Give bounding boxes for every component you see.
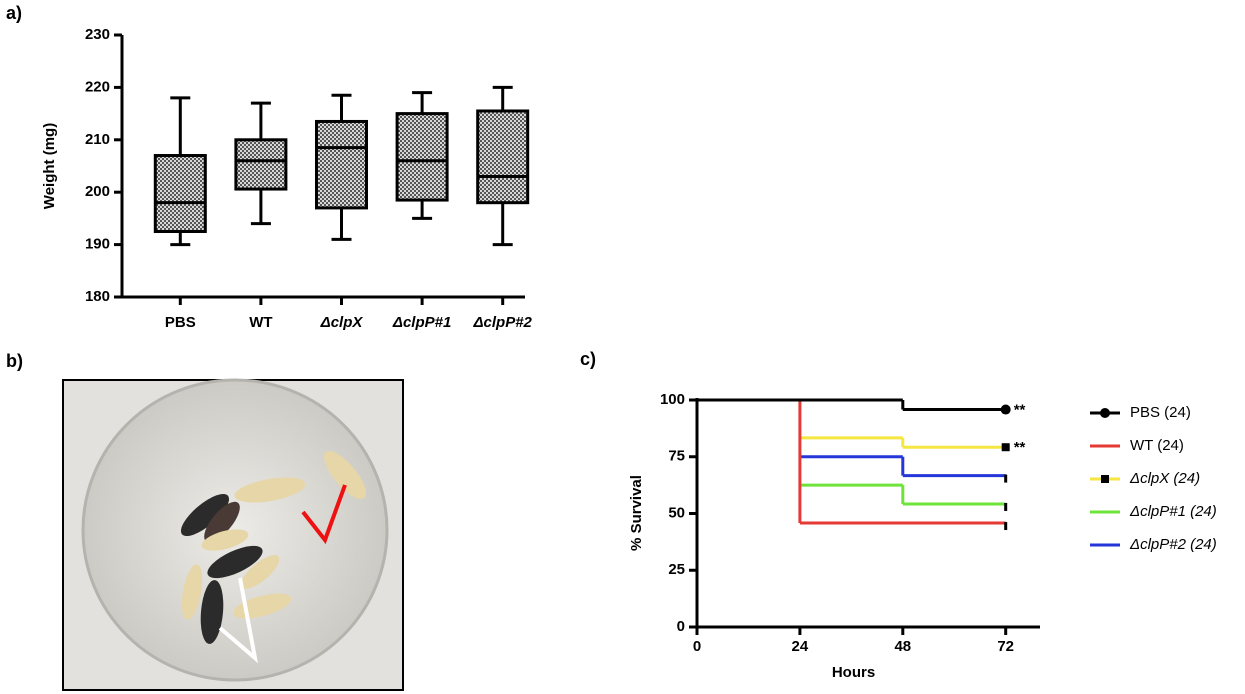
- y-tick-label: 220: [85, 78, 110, 95]
- box: [315, 119, 368, 210]
- box: [153, 154, 207, 234]
- y-tick-label: 200: [85, 183, 110, 200]
- y-tick-label: 210: [85, 131, 110, 148]
- panel-label: b): [6, 351, 23, 371]
- end-marker: [1000, 404, 1011, 415]
- box: [395, 112, 449, 202]
- x-tick-label: 72: [997, 638, 1014, 655]
- legend-marker: [1101, 475, 1109, 483]
- box: [476, 109, 530, 205]
- legend-label: WT (24): [1130, 437, 1184, 454]
- significance: **: [1014, 402, 1026, 419]
- panel-label: c): [580, 349, 596, 369]
- y-tick-label: 50: [668, 504, 685, 521]
- end-marker: [1004, 502, 1008, 511]
- legend-marker: [1100, 408, 1110, 418]
- legend-label: ΔclpX (24): [1129, 470, 1200, 487]
- end-marker: [1004, 522, 1008, 531]
- end-marker: [1001, 443, 1010, 452]
- y-tick-label: 75: [668, 448, 685, 465]
- legend-label: PBS (24): [1130, 404, 1191, 421]
- x-tick-label: ΔclpP#1: [392, 314, 451, 331]
- y-tick-label: 0: [677, 618, 685, 635]
- x-tick-label: 48: [894, 638, 911, 655]
- y-tick-label: 25: [668, 561, 685, 578]
- x-tick-label: PBS: [165, 314, 196, 331]
- x-tick-label: 0: [693, 638, 701, 655]
- y-tick-label: 180: [85, 288, 110, 305]
- panel-label: a): [6, 3, 22, 23]
- x-tick-label: ΔclpX: [320, 314, 364, 331]
- box: [234, 138, 288, 191]
- x-tick-label: WT: [249, 314, 272, 331]
- legend-label: ΔclpP#2 (24): [1129, 536, 1217, 553]
- y-tick-label: 190: [85, 236, 110, 253]
- x-axis-title: Hours: [832, 664, 875, 681]
- legend-label: ΔclpP#1 (24): [1129, 503, 1217, 520]
- photo: [62, 378, 404, 691]
- y-tick-label: 230: [85, 26, 110, 43]
- x-tick-label: 24: [792, 638, 809, 655]
- x-tick-label: ΔclpP#2: [472, 314, 532, 331]
- significance: **: [1014, 439, 1026, 456]
- y-axis-title: % Survival: [628, 475, 645, 551]
- y-tick-label: 100: [660, 391, 685, 408]
- end-marker: [1004, 474, 1008, 483]
- y-axis-title: Weight (mg): [41, 123, 58, 209]
